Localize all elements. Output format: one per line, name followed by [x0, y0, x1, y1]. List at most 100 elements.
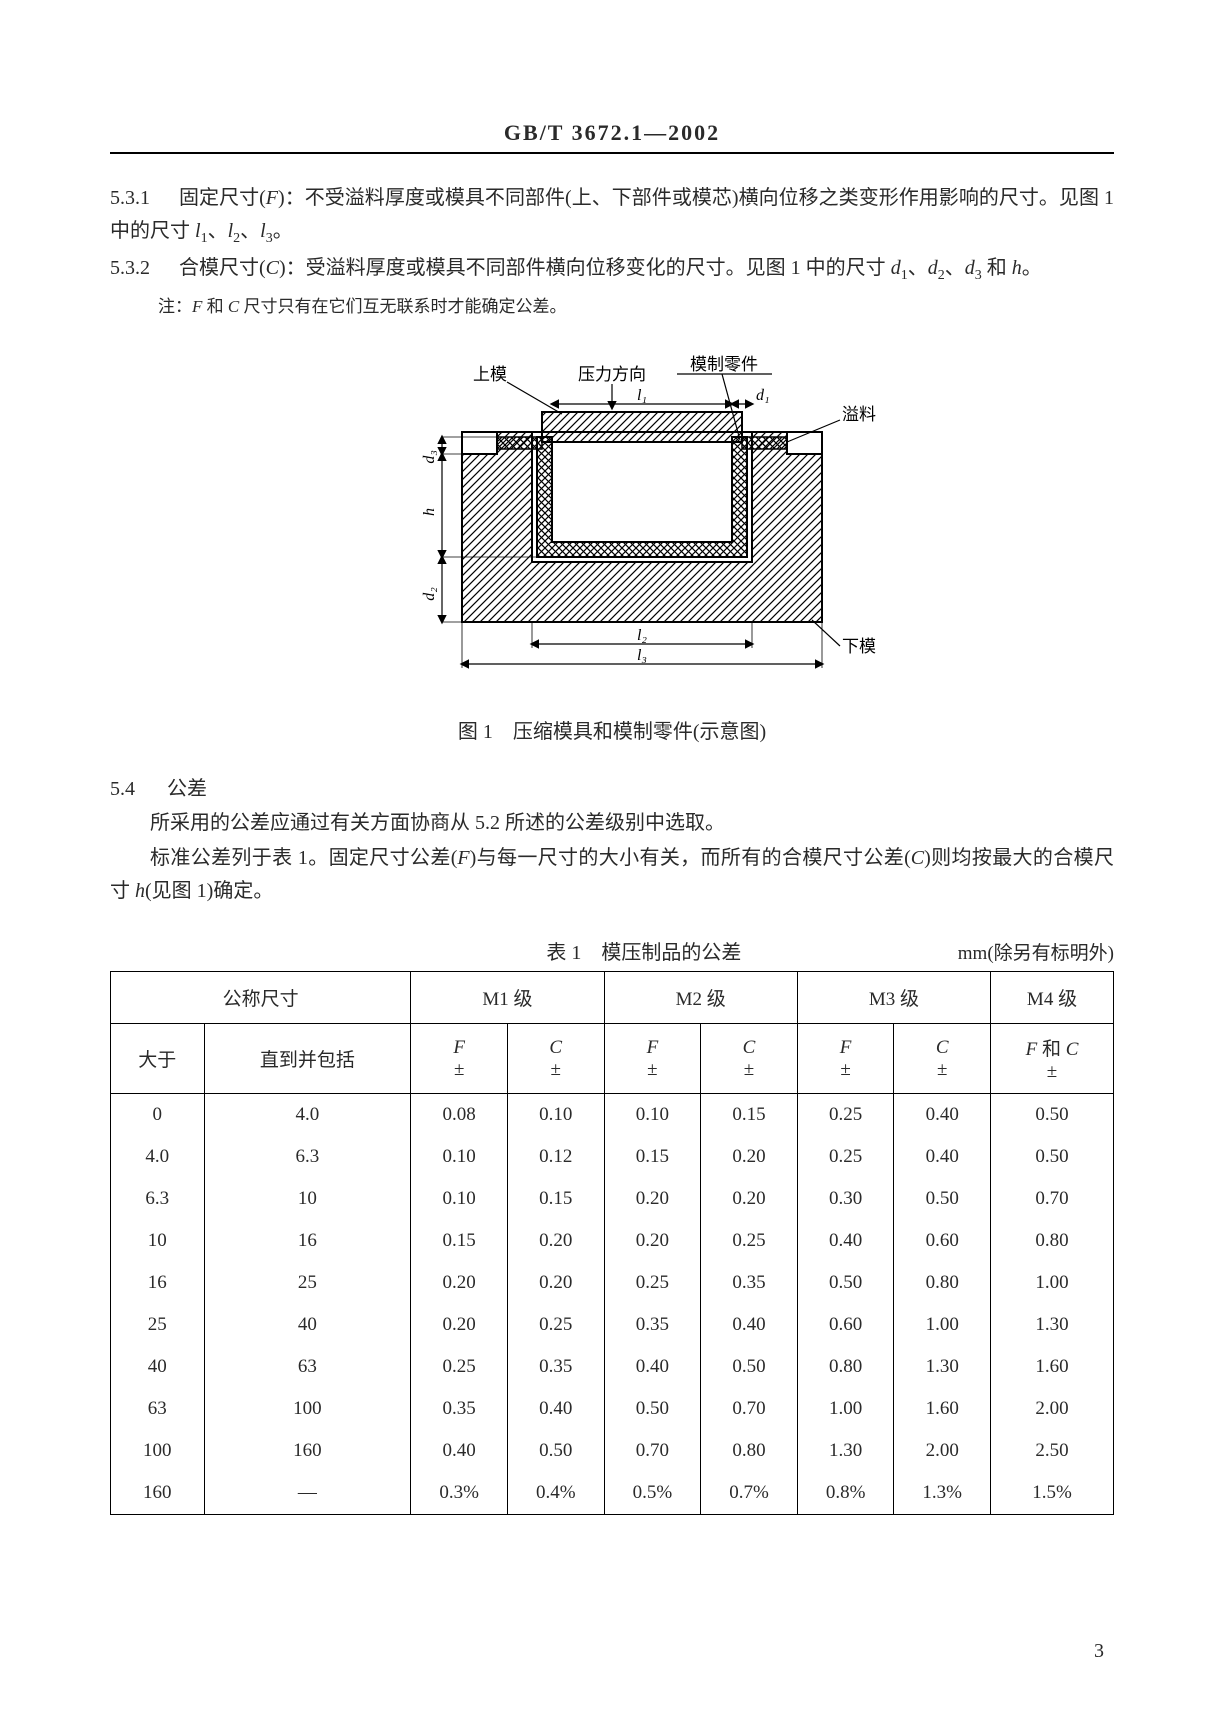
table-cell: 10 [111, 1220, 205, 1262]
table-cell: 40 [204, 1304, 411, 1346]
table-cell: 160 [111, 1472, 205, 1515]
table-cell: 0.40 [604, 1346, 701, 1388]
sec-5-4-head: 5.4 公差 [110, 772, 1114, 801]
col-m1-c: C± [507, 1024, 604, 1094]
table-row: 40630.250.350.400.500.801.301.60 [111, 1346, 1114, 1388]
table-cell: 0.50 [894, 1178, 991, 1220]
fig-label-flash: 溢料 [842, 405, 876, 424]
table-cell: 0.5% [604, 1472, 701, 1515]
fig-label-molded-part: 模制零件 [690, 355, 758, 374]
fig-dim-d3: d₃ [421, 450, 438, 464]
table-cell: 1.3% [894, 1472, 991, 1515]
col-m3-f: F± [797, 1024, 894, 1094]
table-cell: 0.15 [701, 1094, 798, 1137]
table-cell: 1.60 [991, 1346, 1114, 1388]
table-cell: 1.00 [894, 1304, 991, 1346]
table-cell: 0.50 [701, 1346, 798, 1388]
col-m1: M1 级 [411, 972, 604, 1024]
table-row: 10160.150.200.200.250.400.600.80 [111, 1220, 1114, 1262]
table-row: 160—0.3%0.4%0.5%0.7%0.8%1.3%1.5% [111, 1472, 1114, 1515]
sec-5-4-p1: 所采用的公差应通过有关方面协商从 5.2 所述的公差级别中选取。 [110, 807, 1114, 840]
clause-num-5-3-2: 5.3.2 [110, 252, 174, 285]
table-cell: 25 [111, 1304, 205, 1346]
table-cell: 1.30 [894, 1346, 991, 1388]
table-cell: 0.40 [894, 1136, 991, 1178]
table-cell: 40 [111, 1346, 205, 1388]
table-cell: 0.7% [701, 1472, 798, 1515]
col-m2: M2 级 [604, 972, 797, 1024]
table-cell: 1.30 [797, 1430, 894, 1472]
table-row: 1001600.400.500.700.801.302.002.50 [111, 1430, 1114, 1472]
fig-label-lower-die: 下模 [842, 637, 876, 656]
table-cell: 0.40 [507, 1388, 604, 1430]
fig-label-press-dir: 压力方向 [578, 365, 646, 384]
table-cell: 25 [204, 1262, 411, 1304]
col-m4: M4 级 [991, 972, 1114, 1024]
table-cell: 100 [111, 1430, 205, 1472]
col-gt: 大于 [111, 1024, 205, 1094]
col-nominal: 公称尺寸 [111, 972, 411, 1024]
table-cell: 0.20 [411, 1304, 508, 1346]
table-cell: 0.10 [604, 1094, 701, 1137]
table-body: 04.00.080.100.100.150.250.400.504.06.30.… [111, 1094, 1114, 1515]
col-m3: M3 级 [797, 972, 990, 1024]
table-cell: 0.12 [507, 1136, 604, 1178]
table-cell: 0.30 [797, 1178, 894, 1220]
table-cell: 0.4% [507, 1472, 604, 1515]
clause-text-5-3-2: 合模尺寸(C)：受溢料厚度或模具不同部件横向位移变化的尺寸。见图 1 中的尺寸 … [179, 257, 1042, 279]
page-number: 3 [1094, 1640, 1104, 1663]
table-cell: 1.30 [991, 1304, 1114, 1346]
tolerance-table: 公称尺寸 M1 级 M2 级 M3 级 M4 级 大于 直到并包括 F± C± … [110, 971, 1114, 1515]
table-cell: 0.08 [411, 1094, 508, 1137]
table-cell: 0.25 [701, 1220, 798, 1262]
table-cell: 1.5% [991, 1472, 1114, 1515]
table-row: 25400.200.250.350.400.601.001.30 [111, 1304, 1114, 1346]
table-cell: 0.80 [894, 1262, 991, 1304]
table-cell: 16 [204, 1220, 411, 1262]
table-cell: 0.20 [701, 1136, 798, 1178]
table-row: 4.06.30.100.120.150.200.250.400.50 [111, 1136, 1114, 1178]
table-cell: 0.50 [991, 1136, 1114, 1178]
table-cell: 0.35 [604, 1304, 701, 1346]
table-cell: 4.0 [111, 1136, 205, 1178]
standard-number: GB/T 3672.1—2002 [110, 120, 1114, 146]
table-cell: 6.3 [111, 1178, 205, 1220]
table-cell: 0.15 [411, 1220, 508, 1262]
table-cell: 0.20 [507, 1220, 604, 1262]
document-page: GB/T 3672.1—2002 5.3.1 固定尺寸(F)：不受溢料厚度或模具… [0, 0, 1214, 1719]
clause-text-5-3-1: 固定尺寸(F)：不受溢料厚度或模具不同部件(上、下部件或模芯)横向位移之类变形作… [110, 187, 1114, 242]
table-cell: 0.3% [411, 1472, 508, 1515]
table-cell: 6.3 [204, 1136, 411, 1178]
table-cell: 0.70 [991, 1178, 1114, 1220]
figure-1-svg: 上模 压力方向 模制零件 溢料 下模 l₁ d₁ d₃ h d₂ [342, 352, 882, 692]
table-cell: 0.80 [701, 1430, 798, 1472]
figure-1-caption: 图 1 压缩模具和模制零件(示意图) [110, 715, 1114, 744]
col-m2-c: C± [701, 1024, 798, 1094]
table-row: 16250.200.200.250.350.500.801.00 [111, 1262, 1114, 1304]
table-cell: 0.35 [507, 1346, 604, 1388]
table-cell: 2.50 [991, 1430, 1114, 1472]
clause-5-3-2: 5.3.2 合模尺寸(C)：受溢料厚度或模具不同部件横向位移变化的尺寸。见图 1… [110, 252, 1114, 287]
table-cell: 0 [111, 1094, 205, 1137]
table-cell: 0.60 [797, 1304, 894, 1346]
table-row: 631000.350.400.500.701.001.602.00 [111, 1388, 1114, 1430]
clause-num-5-3-1: 5.3.1 [110, 182, 174, 215]
table-cell: 1.00 [991, 1262, 1114, 1304]
table-cell: 0.50 [991, 1094, 1114, 1137]
table-cell: 0.10 [411, 1178, 508, 1220]
sec-5-4-title: 公差 [167, 778, 207, 800]
table-cell: 4.0 [204, 1094, 411, 1137]
fig-dim-l3: l₃ [637, 647, 647, 664]
table-cell: 1.00 [797, 1388, 894, 1430]
table-cell: 0.40 [894, 1094, 991, 1137]
col-m4-fc: F 和 C± [991, 1024, 1114, 1094]
col-m1-f: F± [411, 1024, 508, 1094]
table-cell: — [204, 1472, 411, 1515]
fig-dim-h: h [421, 508, 438, 516]
table-cell: 160 [204, 1430, 411, 1472]
fig-label-upper-die: 上模 [473, 365, 507, 384]
table-cell: 0.60 [894, 1220, 991, 1262]
table-row: 04.00.080.100.100.150.250.400.50 [111, 1094, 1114, 1137]
sec-5-4-num: 5.4 [110, 778, 162, 801]
clause-note: 注：F 和 C 尺寸只有在它们互无联系时才能确定公差。 [158, 293, 1114, 320]
